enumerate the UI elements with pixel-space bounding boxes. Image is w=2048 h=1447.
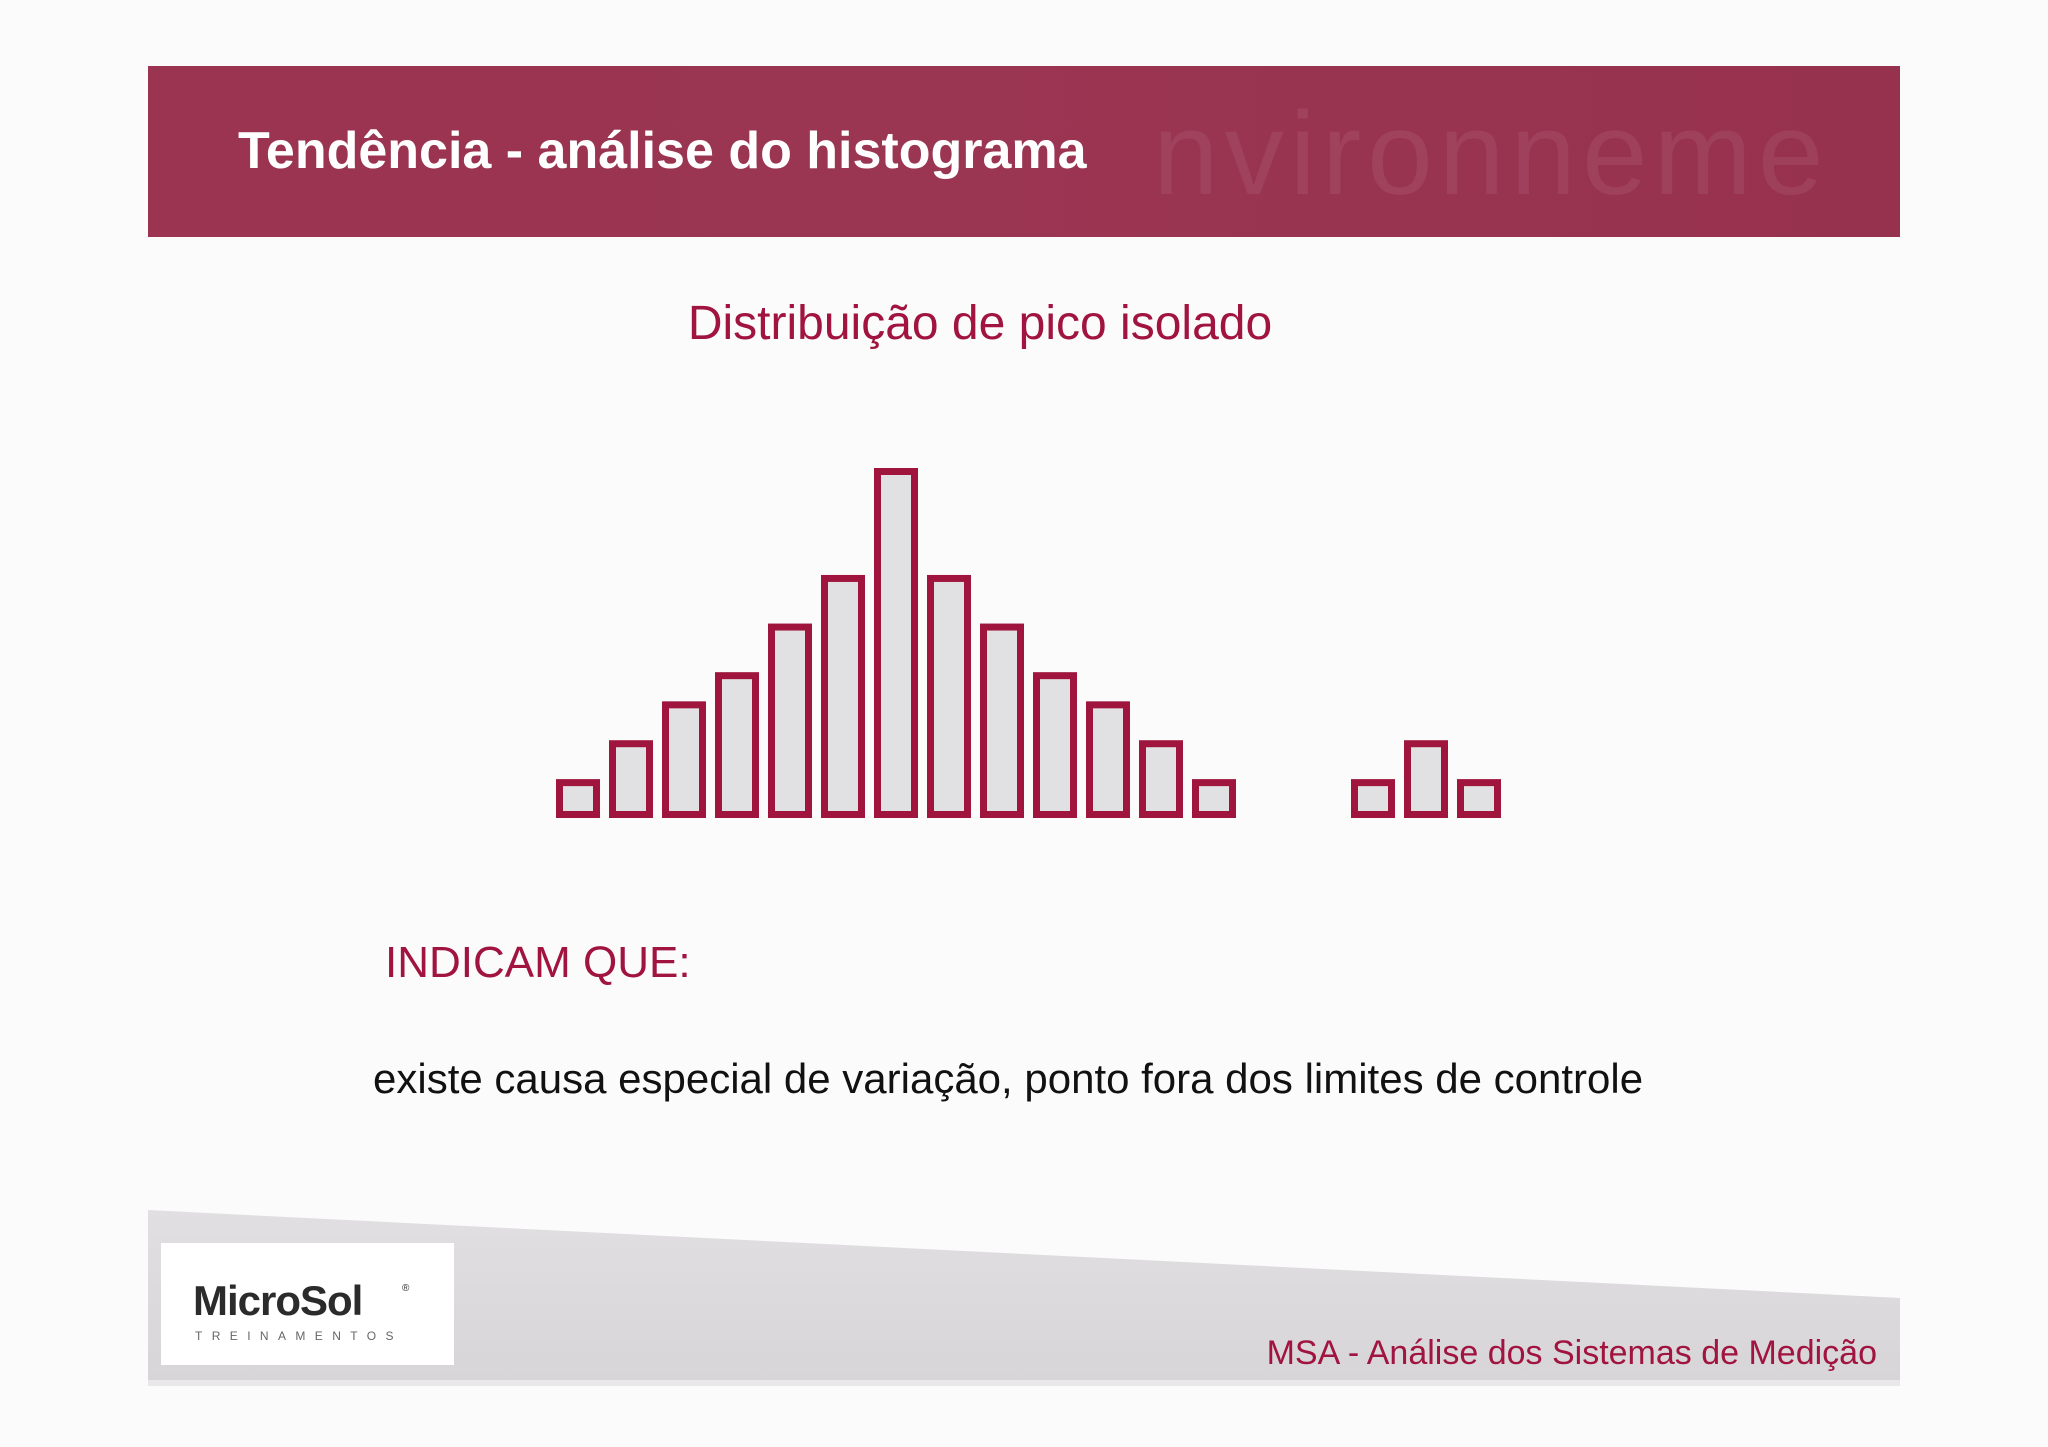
histogram-bar-2 [609, 740, 653, 819]
histogram-bar-13 [1192, 779, 1236, 818]
histogram-bar-6 [821, 574, 865, 819]
histogram-bar-4 [715, 672, 759, 819]
histogram-bar-8 [927, 574, 971, 819]
header-banner: nvironneme Tendência - análise do histog… [148, 66, 1900, 237]
chart-title: Distribuição de pico isolado [687, 297, 1273, 350]
logo-registered-mark: ® [402, 1283, 410, 1294]
histogram-bar-17 [1404, 740, 1448, 819]
footer-caption: MSA - Análise dos Sistemas de Medição [1266, 1334, 1877, 1372]
histogram-bar-5 [768, 623, 812, 818]
histogram-bar-3 [662, 701, 706, 818]
histogram-bar-1 [556, 779, 600, 818]
histogram-bar-18 [1457, 779, 1501, 818]
histogram-bar-10 [1033, 672, 1077, 819]
header-watermark: nvironneme [1153, 88, 1830, 220]
histogram-bar-9 [980, 623, 1024, 818]
page-title: Tendência - análise do histograma [238, 122, 1087, 180]
histogram-bar-7 [874, 468, 918, 818]
microsol-logo: MicroSol ® TREINAMENTOS [161, 1243, 454, 1365]
histogram-bar-11 [1086, 701, 1130, 818]
histogram-bar-12 [1139, 740, 1183, 819]
histogram-bar-16 [1351, 779, 1395, 818]
footer-edge [148, 1380, 1900, 1386]
logo-wordmark: MicroSol [193, 1277, 363, 1324]
logo-subtitle: TREINAMENTOS [195, 1329, 403, 1343]
indicam-heading: INDICAM QUE: [385, 938, 691, 987]
conclusion-text: existe causa especial de variação, ponto… [373, 1055, 1644, 1102]
